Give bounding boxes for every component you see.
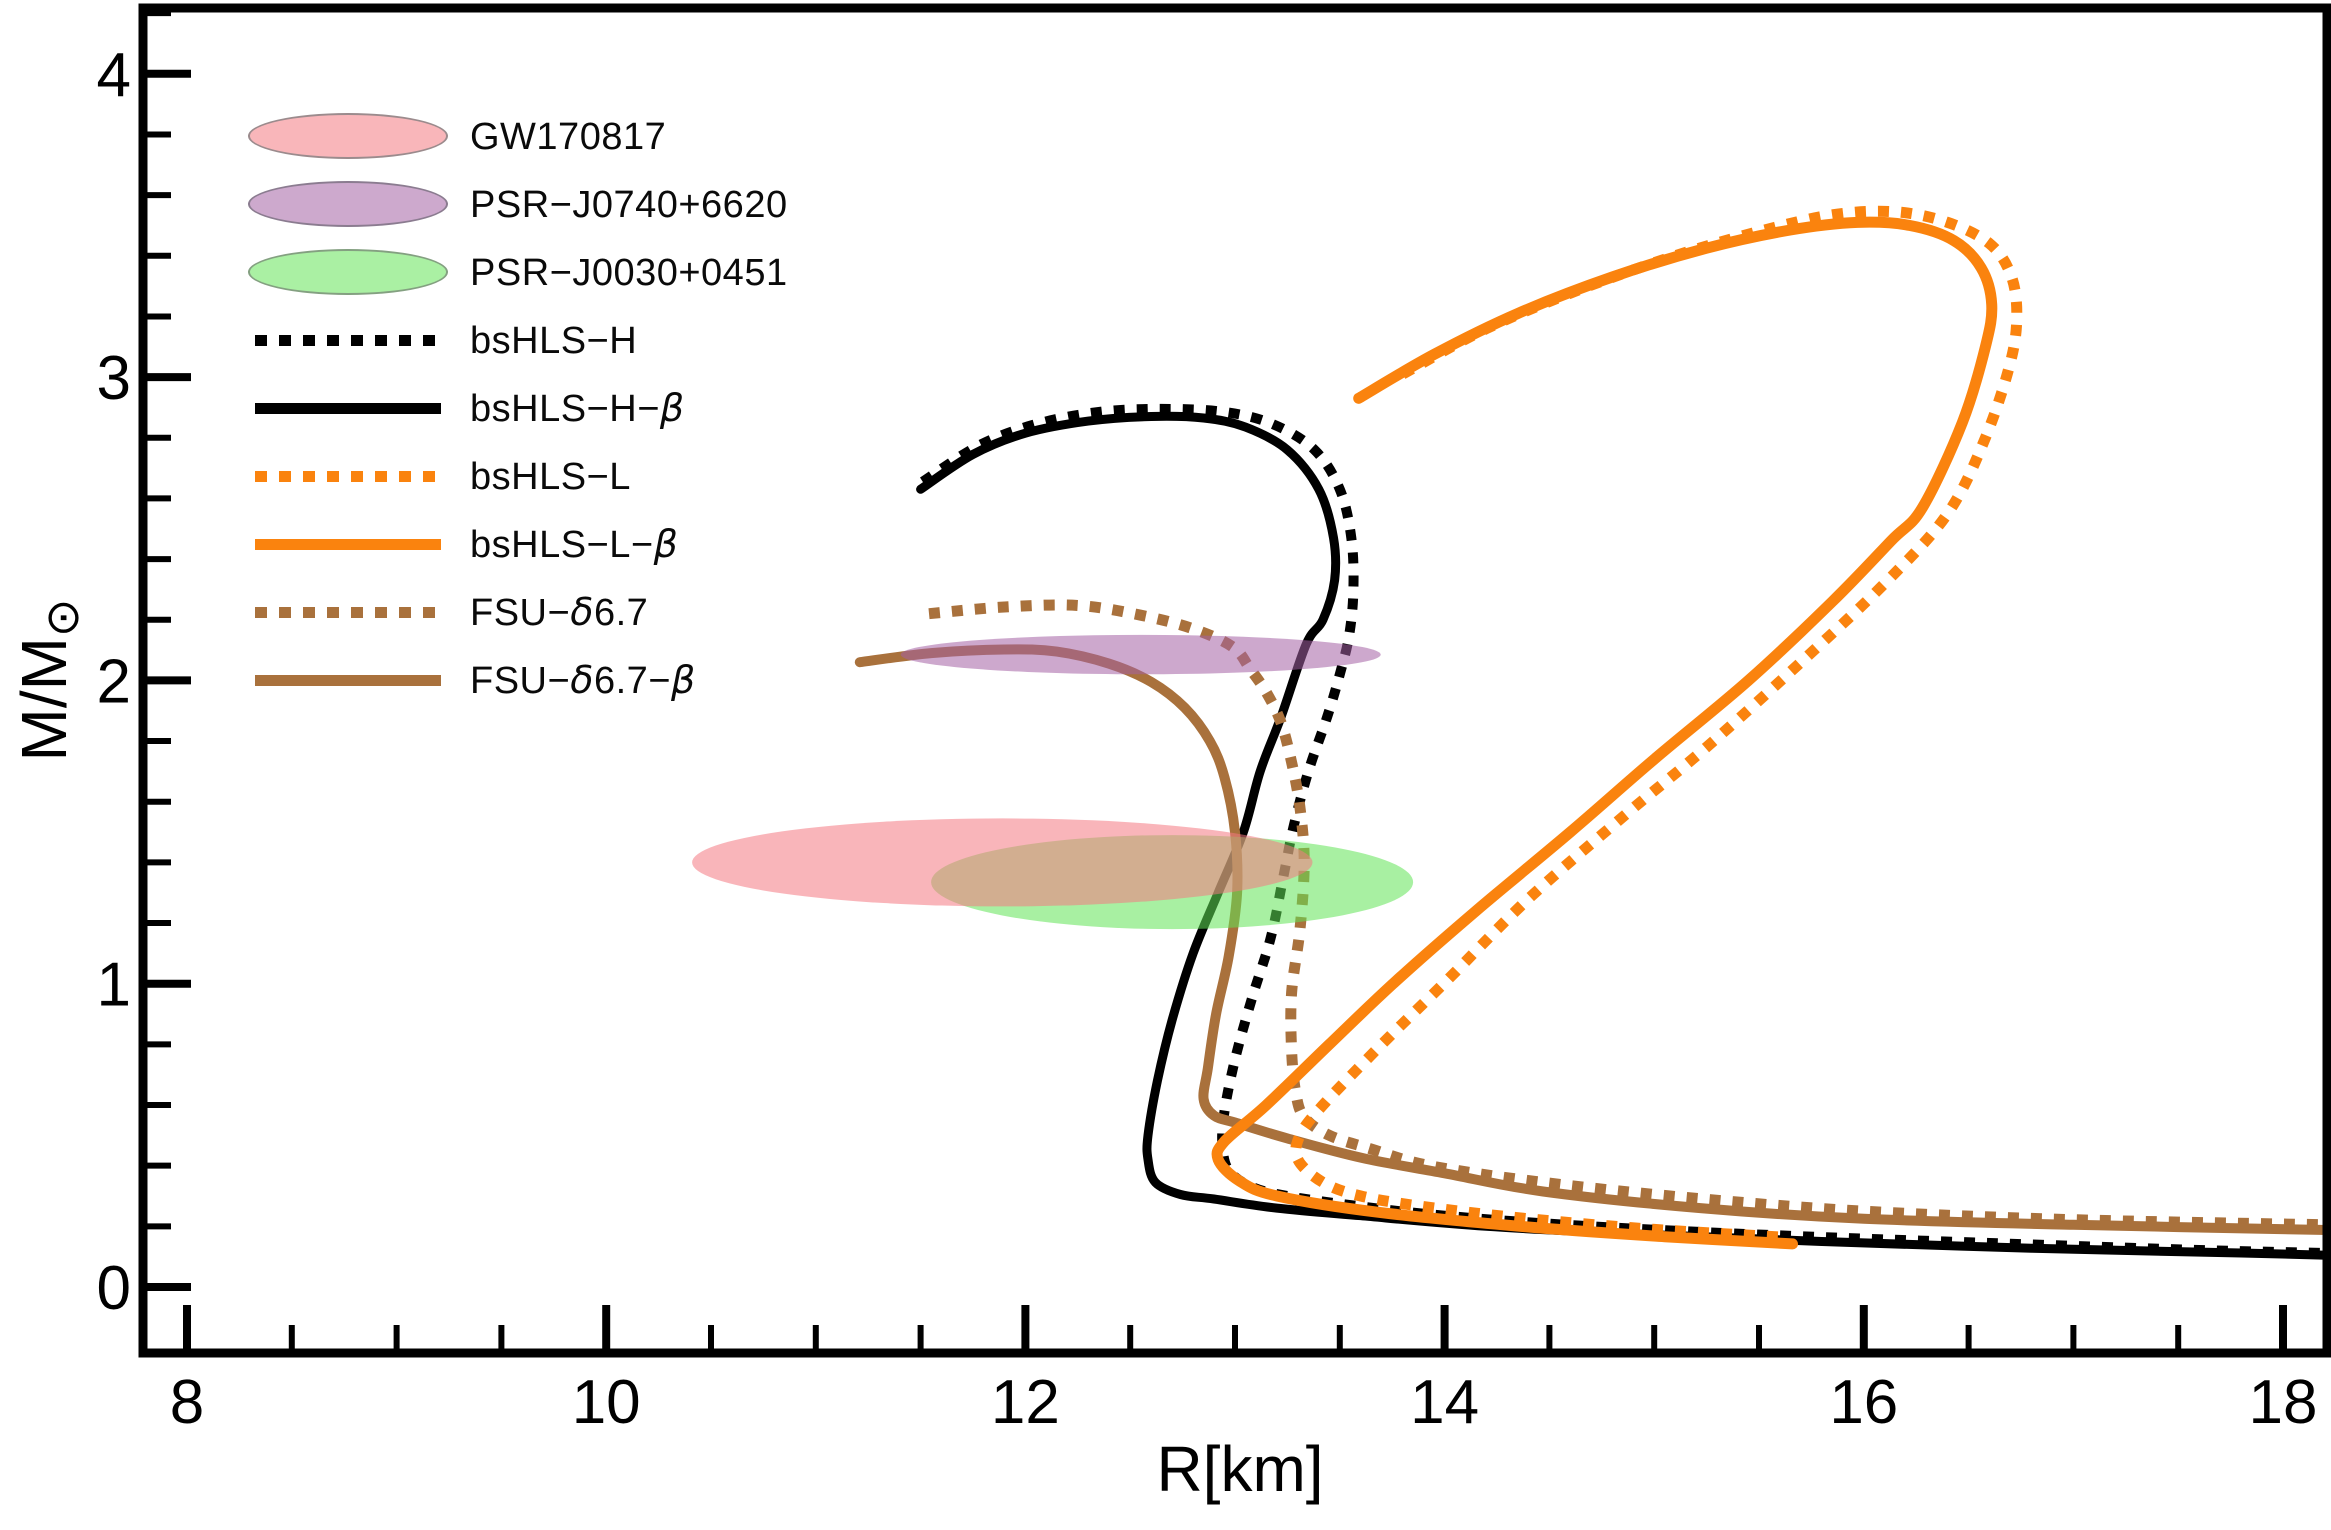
legend-label: GW170817: [470, 115, 667, 158]
fsu-d67-dotted-line-swatch: [255, 606, 441, 618]
legend-label: PSR−J0740+6620: [470, 183, 788, 226]
legend-label: bsHLS−L−β: [470, 521, 679, 566]
x-tick-label: 18: [2249, 1368, 2318, 1437]
y-tick-label: 3: [97, 344, 131, 413]
legend-label: bsHLS−H−β: [470, 385, 685, 430]
y-tick-label: 2: [97, 647, 131, 716]
curve-bsHLS-L-β: [1211, 216, 1998, 1250]
curve-bsHLS-L: [1290, 205, 2023, 1243]
psr-j0740-ellipse-swatch: [248, 181, 448, 227]
plot-legend: GW170817 PSR−J0740+6620 PSR−J0030+0451 b…: [242, 102, 788, 714]
bshls-h-dotted-line-swatch: [255, 334, 441, 346]
legend-item-psr-j0740: PSR−J0740+6620: [242, 170, 788, 238]
x-axis-title: R[km]: [1156, 1433, 1324, 1505]
y-tick-label: 0: [97, 1254, 131, 1323]
x-tick-label: 14: [1410, 1368, 1479, 1437]
legend-item-bshls-l-beta: bsHLS−L−β: [242, 510, 788, 578]
legend-item-gw170817: GW170817: [242, 102, 788, 170]
legend-item-bshls-l: bsHLS−L: [242, 442, 788, 510]
legend-label: bsHLS−L: [470, 455, 631, 498]
bshls-l-dotted-line-swatch: [255, 470, 441, 482]
y-tick-label: 1: [97, 951, 131, 1020]
legend-item-fsu-d67: FSU−δ6.7: [242, 578, 788, 646]
legend-item-bshls-h-beta: bsHLS−H−β: [242, 374, 788, 442]
legend-label: FSU−δ6.7−β: [470, 657, 696, 702]
curve-FSU-δ6.7-β: [854, 644, 2327, 1235]
plot-frame: [138, 3, 2331, 1358]
psr-j0030-ellipse-swatch: [248, 249, 448, 295]
x-tick-label: 12: [991, 1368, 1060, 1437]
ellipse-GW170817: [692, 818, 1313, 907]
curve-bsHLS-H: [919, 403, 2327, 1258]
bshls-l-beta-solid-line-swatch: [255, 538, 441, 550]
legend-label: PSR−J0030+0451: [470, 251, 788, 294]
legend-item-bshls-h: bsHLS−H: [242, 306, 788, 374]
x-tick-label: 8: [170, 1368, 204, 1437]
y-tick-label: 4: [97, 41, 131, 110]
legend-item-fsu-d67-beta: FSU−δ6.7−β: [242, 646, 788, 714]
legend-item-psr-j0030: PSR−J0030+0451: [242, 238, 788, 306]
legend-label: bsHLS−H: [470, 319, 638, 362]
bshls-h-beta-solid-line-swatch: [255, 402, 441, 414]
gw170817-ellipse-swatch: [248, 113, 448, 159]
legend-label: FSU−δ6.7: [470, 589, 649, 634]
y-axis-title: M/M⊙: [8, 598, 89, 762]
curves-layer: [854, 205, 2327, 1260]
fsu-d67-beta-solid-line-swatch: [255, 674, 441, 686]
sun-symbol: ⊙: [35, 598, 89, 638]
x-tick-label: 10: [572, 1368, 641, 1437]
curve-FSU-δ6.7: [928, 599, 2327, 1231]
ellipse-PSR-J0740+6620: [900, 634, 1381, 675]
x-tick-label: 16: [1829, 1368, 1898, 1437]
